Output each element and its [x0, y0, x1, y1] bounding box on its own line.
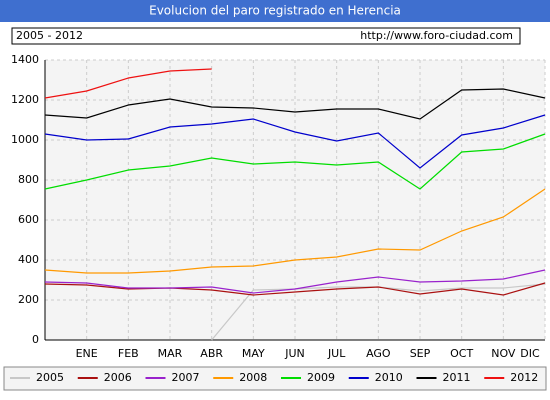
x-tick-label: NOV — [491, 347, 516, 360]
x-tick-label: SEP — [410, 347, 431, 360]
legend-label: 2010 — [375, 371, 403, 384]
x-tick-label: ENE — [76, 347, 98, 360]
legend — [3, 366, 547, 391]
x-tick-label: JUL — [327, 347, 346, 360]
series-line — [44, 133, 546, 190]
legend-label: 2008 — [239, 371, 267, 384]
y-tick-label: 800 — [18, 173, 39, 186]
legend-label: 2009 — [307, 371, 335, 384]
source: http://www.foro-ciudad.com — [360, 29, 513, 42]
info-box — [11, 27, 521, 45]
y-tick-label: 200 — [18, 293, 39, 306]
series-line — [44, 282, 546, 296]
x-tick-label: MAR — [158, 347, 183, 360]
title-bar — [0, 0, 550, 22]
series-line — [44, 68, 212, 99]
series-line — [44, 88, 546, 120]
y-tick-label: 1200 — [11, 93, 39, 106]
x-tick-label: ABR — [200, 347, 223, 360]
legend-label: 2007 — [172, 371, 200, 384]
x-tick-label: DIC — [520, 347, 540, 360]
y-tick-label: 400 — [18, 253, 39, 266]
y-tick-label: 1400 — [11, 53, 39, 66]
y-tick-label: 1000 — [11, 133, 39, 146]
series-line — [44, 114, 546, 169]
series-line — [44, 188, 546, 274]
x-tick-label: OCT — [450, 347, 473, 360]
subtitle: 2005 - 2012 — [16, 29, 83, 42]
y-tick-label: 0 — [32, 333, 39, 346]
chart-title: Evolucion del paro registrado en Herenci… — [149, 4, 401, 18]
x-tick-label: MAY — [242, 347, 265, 360]
x-tick-label: AGO — [366, 347, 391, 360]
legend-label: 2006 — [104, 371, 132, 384]
y-tick-label: 600 — [18, 213, 39, 226]
series-line — [44, 269, 546, 294]
x-tick-label: JUN — [284, 347, 305, 360]
legend-label: 2011 — [443, 371, 471, 384]
x-tick-label: FEB — [118, 347, 139, 360]
legend-label: 2012 — [510, 371, 538, 384]
legend-label: 2005 — [36, 371, 64, 384]
